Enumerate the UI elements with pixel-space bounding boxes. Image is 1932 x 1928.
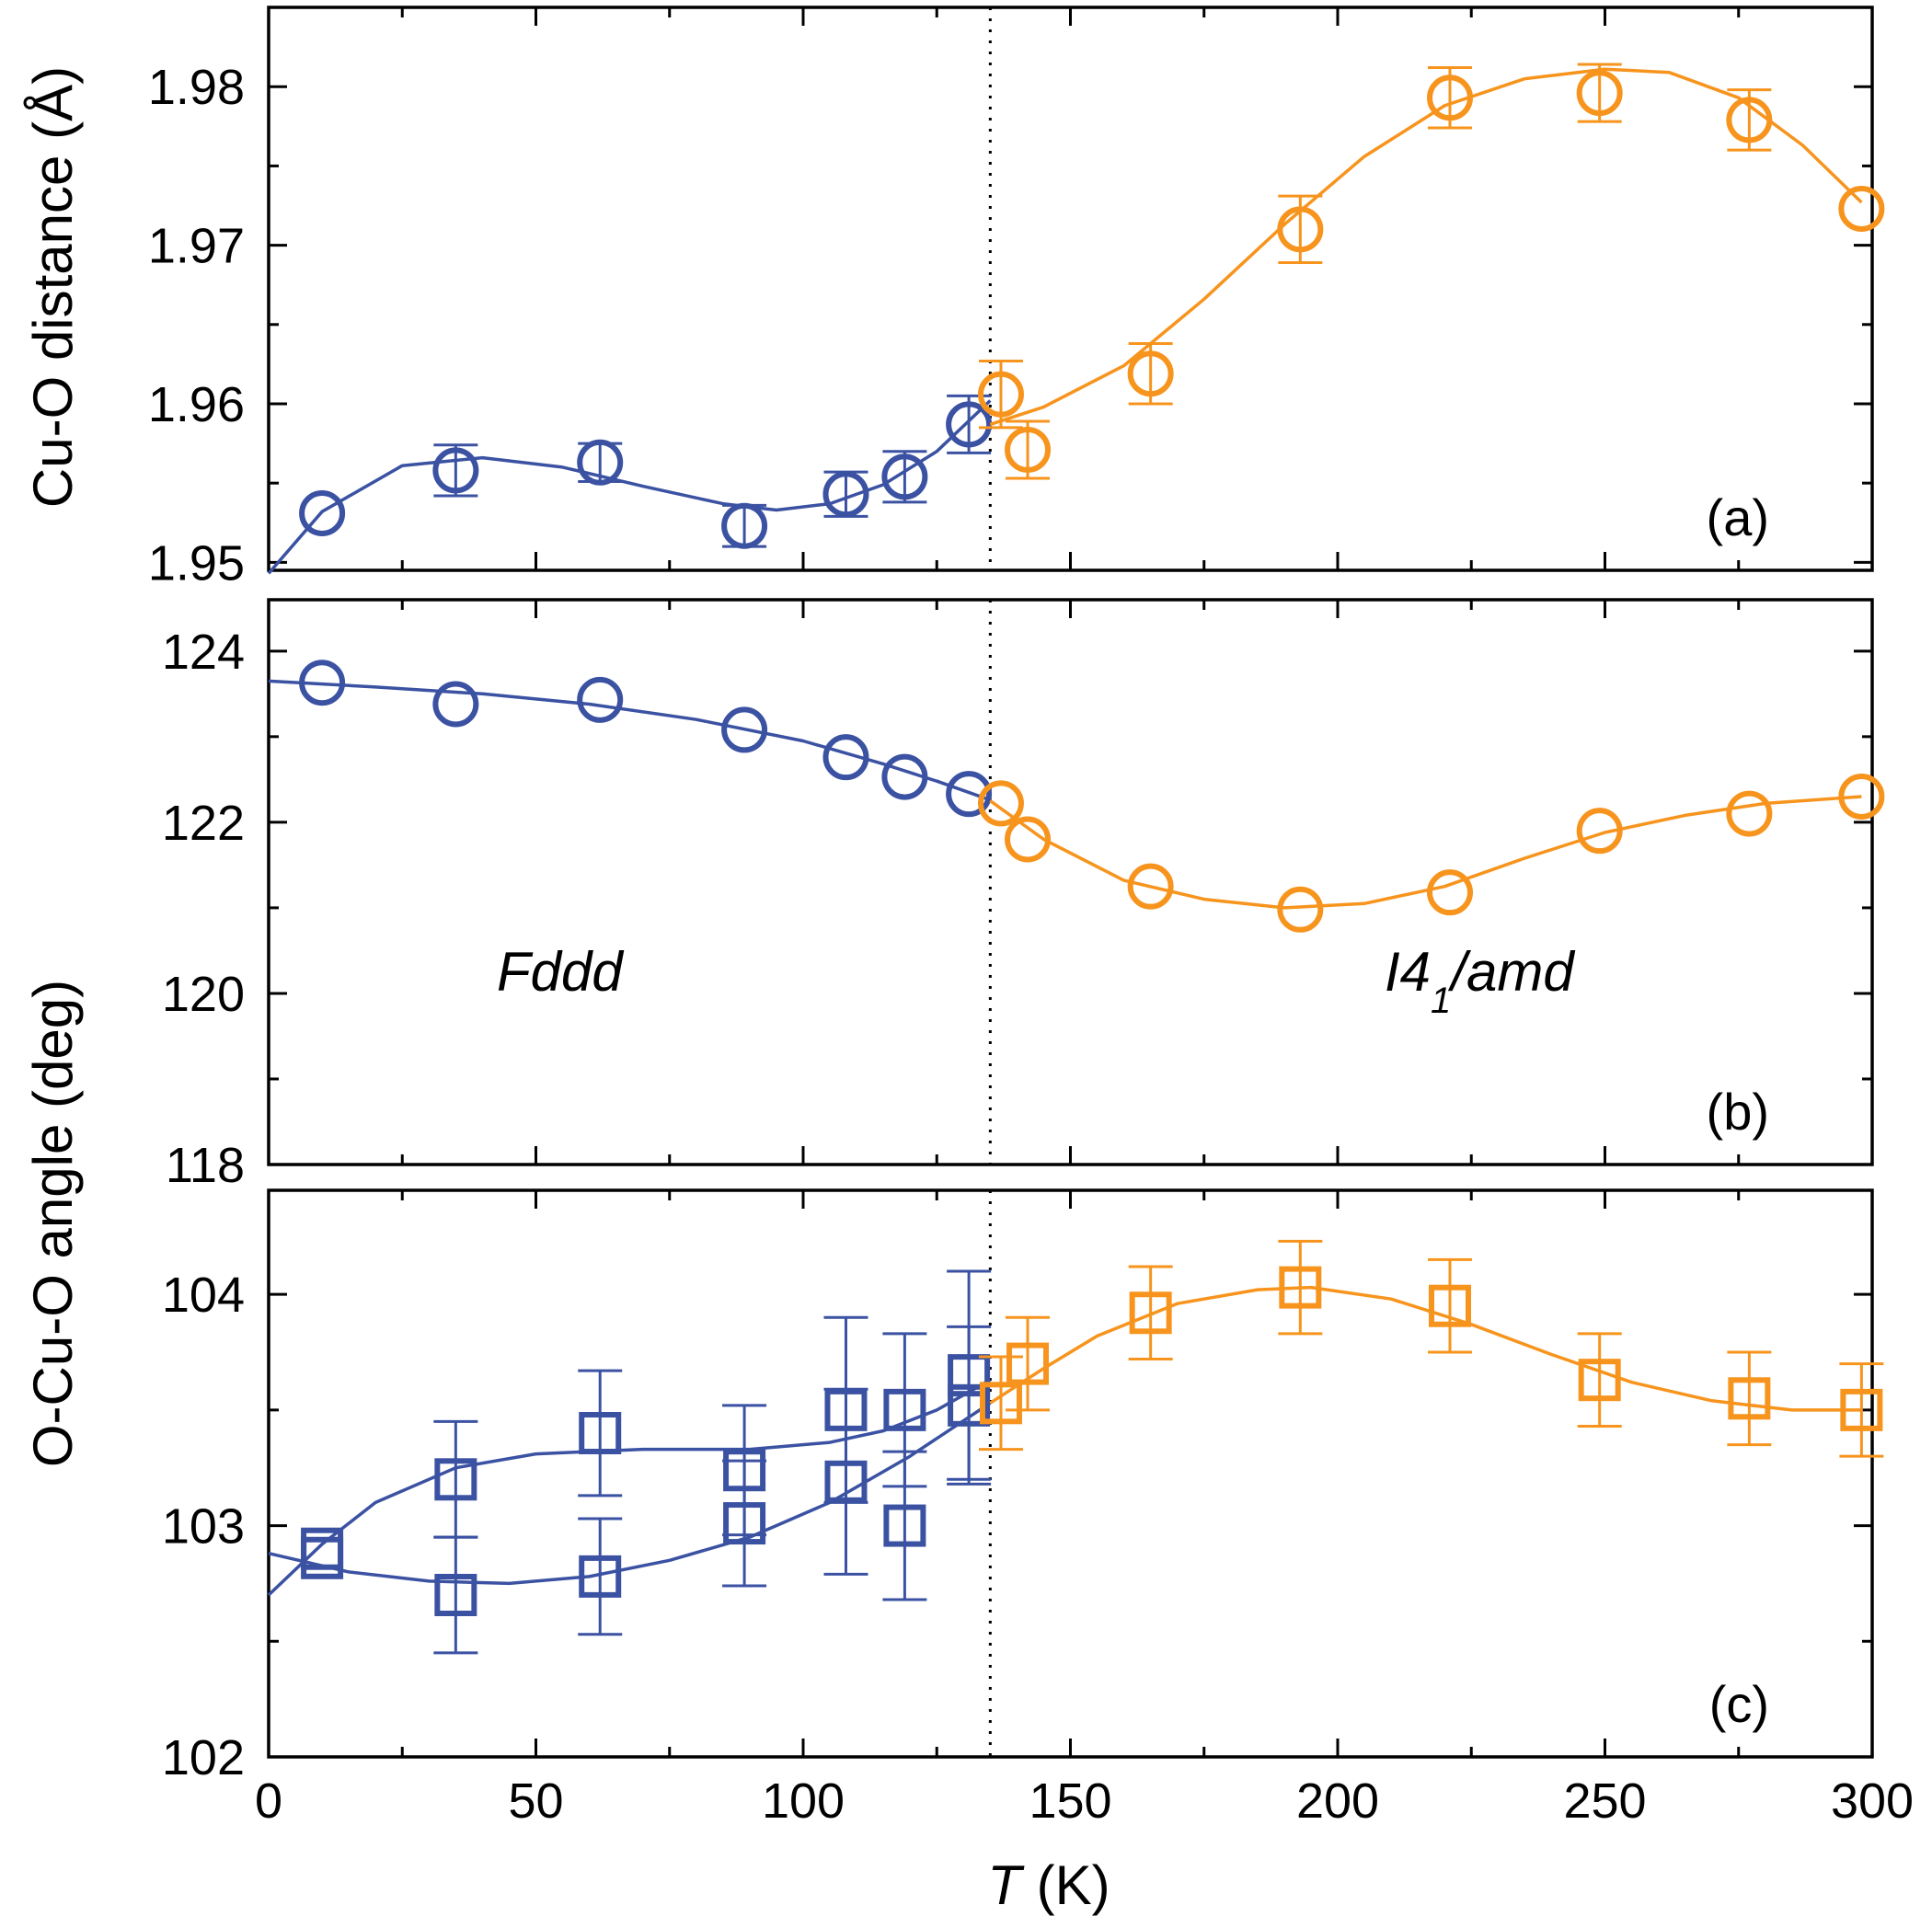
x-tick-label: 100 (762, 1773, 845, 1829)
panel-a: 1.95 1.96 1.97 1.98 (a) (148, 6, 1885, 591)
phase-label-i41amd-main: I4 (1385, 941, 1431, 1003)
data-point (1279, 1266, 1322, 1309)
data-point (723, 1502, 766, 1545)
data-point (579, 1555, 622, 1598)
data-point (577, 439, 624, 486)
y-tick-label: 102 (162, 1730, 245, 1785)
panel-c: 0 50 100 150 200 250 300 102 103 104 (c) (162, 1188, 1914, 1829)
plot-frame (267, 598, 1874, 1166)
x-tick-label: 300 (1831, 1773, 1914, 1829)
data-point (1838, 773, 1885, 820)
x-axis-title-unit: (K) (1021, 1854, 1110, 1916)
x-tick-label: 0 (255, 1773, 282, 1829)
y-tick-label: 104 (162, 1268, 245, 1323)
data-point (1127, 863, 1174, 910)
data-point (824, 1460, 868, 1503)
data-point (1578, 1359, 1621, 1402)
y-axis-title-distance: Cu-O distance (Å) (22, 66, 84, 508)
phase-label-i41amd: I41/amd (1385, 941, 1575, 1021)
fit-curve (989, 67, 1863, 427)
data-point (1006, 1342, 1050, 1385)
data-point (577, 676, 624, 723)
x-tick-label: 200 (1296, 1773, 1379, 1829)
x-tick-label: 150 (1029, 1773, 1111, 1829)
data-point (721, 706, 768, 753)
data-point (1726, 790, 1773, 837)
plot-frame (267, 6, 1874, 572)
data-point (579, 1412, 622, 1454)
x-tick-label: 50 (508, 1773, 563, 1829)
data-point (1728, 1377, 1771, 1420)
data-point (1427, 869, 1474, 916)
y-tick-label: 103 (162, 1499, 245, 1555)
fit-curve (267, 1378, 992, 1597)
y-tick-label: 1.96 (148, 377, 245, 432)
data-point (979, 1382, 1022, 1425)
data-point (1838, 185, 1885, 232)
phase-label-i41amd-subscript: 1 (1431, 981, 1451, 1021)
data-point (822, 471, 869, 518)
data-point (1576, 808, 1623, 855)
y-tick-label: 118 (166, 1138, 245, 1193)
data-point (1429, 1284, 1472, 1327)
fit-curve (267, 399, 992, 575)
x-tick-label: 250 (1563, 1773, 1646, 1829)
data-point (1005, 426, 1052, 473)
phase-label-fddd: Fddd (497, 941, 624, 1003)
data-point (883, 1388, 926, 1431)
y-tick-label: 124 (162, 625, 245, 680)
data-point (822, 734, 869, 781)
data-point (948, 1383, 991, 1427)
y-tick-label: 122 (162, 796, 245, 851)
y-tick-label: 1.98 (148, 60, 245, 115)
data-point (1576, 70, 1623, 117)
y-tick-label: 1.95 (148, 535, 245, 591)
data-point (434, 1574, 477, 1616)
data-point (881, 753, 928, 800)
plot-frame (267, 1188, 1874, 1759)
data-point (432, 681, 479, 728)
data-point (299, 489, 346, 536)
y-tick-label: 120 (162, 967, 245, 1022)
data-point (721, 502, 768, 549)
x-axis-title-symbol: T (987, 1854, 1025, 1916)
fit-curve (989, 1285, 1862, 1412)
fit-curve (989, 795, 1862, 910)
data-point (977, 371, 1024, 418)
data-point (1129, 1291, 1172, 1335)
x-axis-title: T (K) (987, 1854, 1110, 1916)
phase-label-i41amd-tail: /amd (1447, 941, 1575, 1003)
data-point (1005, 816, 1052, 863)
data-point (1277, 206, 1324, 253)
data-point (946, 771, 993, 818)
data-point (1840, 1388, 1883, 1431)
panel-b: 118 120 122 124 (b) (162, 598, 1885, 1193)
data-point (1127, 350, 1174, 397)
y-axis-title-angle: O-Cu-O angle (deg) (22, 980, 84, 1467)
data-point (1726, 97, 1773, 143)
data-point (881, 453, 928, 500)
fit-curve (268, 679, 991, 802)
data-point (946, 401, 993, 448)
data-point (1277, 886, 1324, 933)
data-point (432, 447, 479, 494)
data-point (301, 1536, 344, 1579)
panel-label: (a) (1707, 488, 1769, 546)
data-point (434, 1458, 477, 1501)
y-tick-label: 1.97 (148, 219, 245, 274)
panel-label: (c) (1709, 1675, 1769, 1733)
data-point (299, 660, 346, 706)
fit-curve (268, 1401, 992, 1586)
data-point (883, 1504, 926, 1547)
data-point (977, 780, 1024, 827)
panel-label: (b) (1707, 1083, 1769, 1141)
data-point (1427, 75, 1474, 121)
